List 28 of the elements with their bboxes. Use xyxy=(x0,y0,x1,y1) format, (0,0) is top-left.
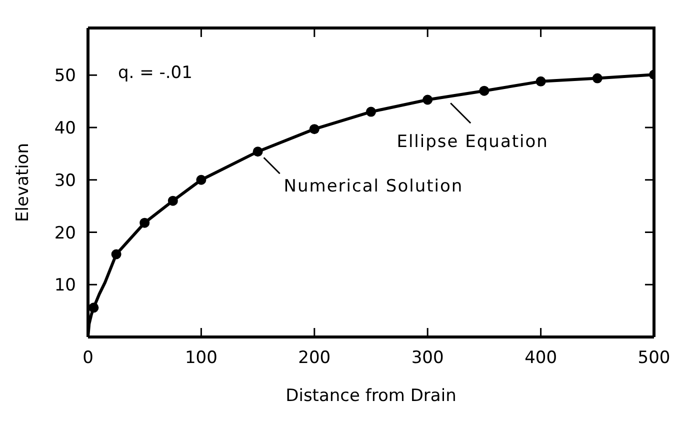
x-tick-label: 0 xyxy=(82,348,94,368)
point xyxy=(536,76,546,86)
point xyxy=(140,218,150,228)
x-tick-label: 200 xyxy=(298,348,331,368)
x-tick-label: 300 xyxy=(411,348,444,368)
point xyxy=(422,94,433,105)
annotation: Ellipse Equation xyxy=(396,132,548,152)
x-tick-label: 500 xyxy=(638,348,670,368)
annotation: Numerical Solution xyxy=(284,176,464,197)
point xyxy=(196,174,206,185)
annotation: q. = -.01 xyxy=(118,63,192,83)
y-tick-label: 40 xyxy=(54,118,76,139)
y-tick-label: 10 xyxy=(54,276,76,296)
point xyxy=(592,73,602,84)
point xyxy=(366,106,376,117)
y-tick-label: 50 xyxy=(54,66,76,86)
point xyxy=(111,249,122,260)
y-axis-title: Elevation xyxy=(13,143,34,222)
x-tick-label: 400 xyxy=(524,348,558,368)
point xyxy=(168,196,178,206)
x-tick-label: 100 xyxy=(184,348,218,368)
point xyxy=(479,86,490,96)
point xyxy=(88,302,99,313)
x-axis-title: Distance from Drain xyxy=(286,386,456,406)
y-tick-label: 20 xyxy=(54,223,76,244)
y-tick-label: 30 xyxy=(54,170,76,191)
point xyxy=(252,146,263,157)
point xyxy=(309,124,320,134)
